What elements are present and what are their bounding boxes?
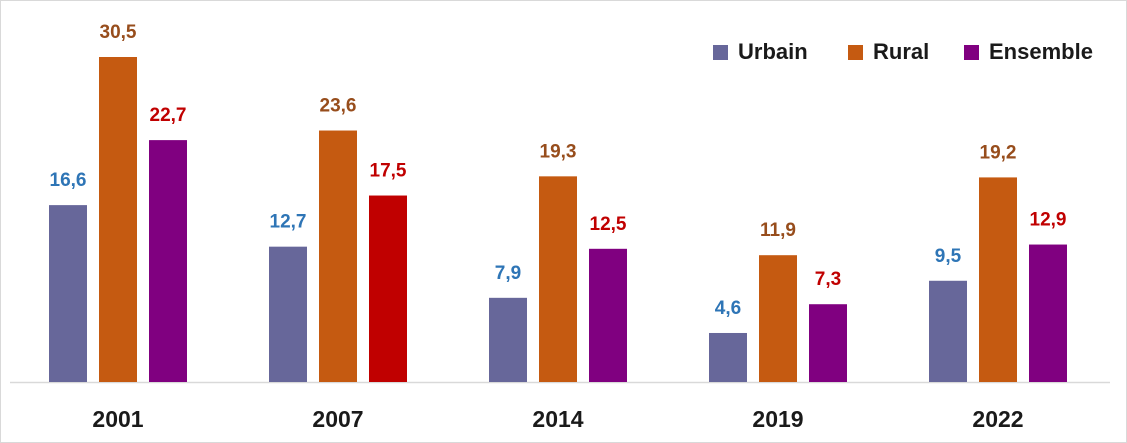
x-tick-label: 2022 bbox=[972, 406, 1023, 432]
value-label: 16,6 bbox=[50, 170, 87, 191]
bar bbox=[319, 130, 357, 382]
legend-swatch bbox=[848, 45, 863, 60]
bar bbox=[709, 332, 747, 382]
legend-swatch bbox=[713, 45, 728, 60]
bar bbox=[269, 246, 307, 382]
bar bbox=[979, 177, 1017, 382]
value-label: 19,3 bbox=[540, 141, 577, 162]
bar bbox=[149, 140, 187, 382]
value-label: 30,5 bbox=[100, 22, 137, 43]
value-label: 12,5 bbox=[590, 214, 627, 235]
legend-label: Ensemble bbox=[989, 39, 1093, 64]
value-label: 9,5 bbox=[935, 246, 962, 267]
bar bbox=[809, 304, 847, 382]
x-tick-label: 2019 bbox=[752, 406, 803, 432]
legend-swatch bbox=[964, 45, 979, 60]
bar bbox=[99, 57, 137, 382]
bar bbox=[49, 205, 87, 382]
value-label: 7,3 bbox=[815, 269, 841, 290]
value-label: 11,9 bbox=[760, 220, 796, 241]
bar bbox=[1029, 244, 1067, 382]
bar bbox=[929, 280, 967, 382]
bar bbox=[489, 297, 527, 382]
x-tick-label: 2014 bbox=[532, 406, 583, 432]
x-tick-label: 2001 bbox=[92, 406, 143, 432]
value-label: 17,5 bbox=[370, 161, 407, 182]
bar bbox=[589, 248, 627, 382]
legend-label: Rural bbox=[873, 39, 929, 64]
value-label: 23,6 bbox=[320, 96, 357, 117]
bar bbox=[539, 176, 577, 382]
value-label: 22,7 bbox=[150, 105, 187, 126]
value-label: 7,9 bbox=[495, 263, 521, 284]
value-label: 4,6 bbox=[715, 298, 741, 319]
value-label: 12,9 bbox=[1030, 210, 1067, 231]
x-tick-label: 2007 bbox=[312, 406, 363, 432]
bar bbox=[759, 255, 797, 382]
bar bbox=[369, 195, 407, 382]
value-label: 19,2 bbox=[980, 142, 1017, 163]
value-label: 12,7 bbox=[270, 212, 307, 233]
legend-label: Urbain bbox=[738, 39, 808, 64]
